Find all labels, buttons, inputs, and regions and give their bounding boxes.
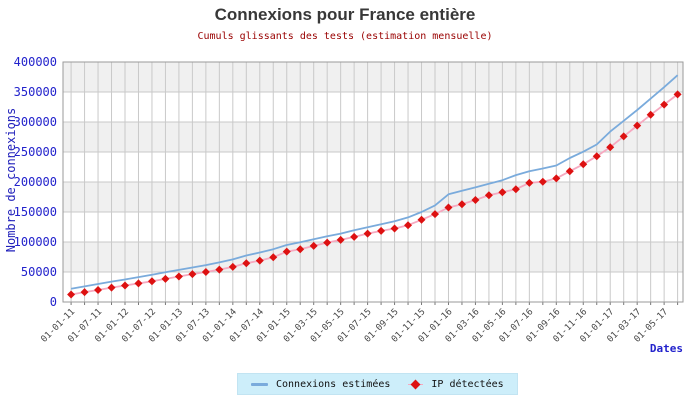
svg-text:100000: 100000	[14, 235, 57, 249]
legend-label: IP détectées	[431, 378, 504, 390]
series-line-connexions-estimees	[70, 74, 679, 290]
series-line-ip-detectees	[70, 93, 679, 296]
diamond-swatch-icon	[408, 379, 424, 389]
chart-title: Connexions pour France entière	[214, 5, 476, 24]
legend-label: Connexions estimées	[276, 378, 391, 390]
svg-text:150000: 150000	[14, 205, 57, 219]
svg-text:200000: 200000	[14, 175, 57, 189]
svg-text:400000: 400000	[14, 55, 57, 69]
chart-subtitle: Cumuls glissants des tests (estimation m…	[197, 31, 493, 42]
x-axis-tick-labels: 01-01-1101-07-1101-01-1201-07-1201-01-13…	[39, 307, 670, 345]
line-swatch-icon	[251, 382, 268, 386]
legend-item-connexions-estimees: Connexions estimées	[251, 379, 390, 390]
svg-text:350000: 350000	[14, 85, 57, 99]
x-axis-title: Dates	[649, 342, 683, 355]
y-axis-title: Nombre de connexions	[4, 107, 18, 253]
legend-item-ip-detectees: IP détectées	[408, 378, 504, 390]
plot-bands	[63, 62, 683, 302]
svg-text:250000: 250000	[14, 145, 57, 159]
y-axis-tick-labels: 0 50000 100000 150000 200000 250000 300000 3500…	[14, 55, 57, 309]
svg-text:0: 0	[50, 295, 57, 309]
plot-frame	[62, 61, 684, 303]
vertical-gridlines	[70, 62, 679, 305]
svg-text:300000: 300000	[14, 115, 57, 129]
chart-legend: Connexions estimées IP détectées	[237, 373, 518, 395]
series-markers-ip-detectees	[67, 90, 682, 299]
svg-text:50000: 50000	[21, 265, 57, 279]
